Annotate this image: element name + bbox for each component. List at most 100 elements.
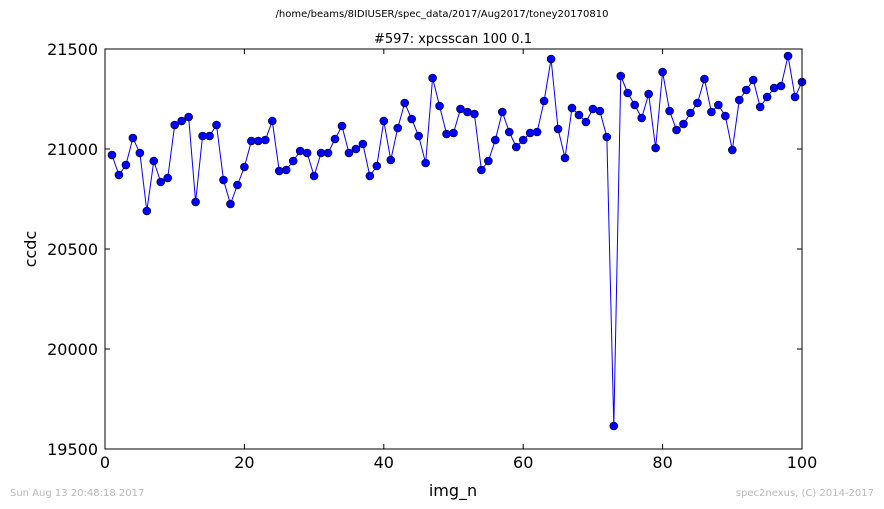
data-point [142,206,152,216]
data-point [219,175,228,185]
data-point [665,106,674,116]
y-axis-label: ccdc [21,231,40,268]
x-tick-label: 60 [513,453,533,472]
data-point [658,67,667,77]
data-point [379,116,389,126]
data-point [309,171,319,181]
data-point [212,120,221,130]
data-point [497,107,507,117]
data-point [267,116,277,126]
axis-ticks: 0 20 40 60 80 100 19500 20000 20500 21000 21500 [47,40,817,472]
footer-timestamp: Sun Aug 13 20:48:18 2017 [10,488,145,499]
data-point [386,155,396,165]
data-point [727,145,737,155]
data-point [358,139,368,149]
data-point [156,177,166,187]
data-point [776,81,786,91]
data-point [644,89,653,99]
data-point [170,120,179,130]
series-line [111,55,803,427]
data-point [393,123,403,133]
data-point [560,153,570,163]
data-point [184,112,193,122]
data-point [518,135,528,145]
data-point [630,100,640,110]
y-tick-label: 20500 [47,240,98,259]
data-point [637,113,646,123]
data-point [484,156,493,166]
data-point [435,101,444,111]
data-point [177,116,186,126]
data-point [428,73,437,83]
data-point [407,114,416,124]
data-point [365,171,375,181]
x-tick-label: 80 [652,453,672,472]
data-point [574,110,584,120]
data-point [693,98,702,108]
data-point [302,148,312,158]
data-point [240,162,249,172]
data-point [288,156,298,166]
data-point [163,173,173,183]
y-tick-label: 20000 [47,340,98,359]
data-point [609,421,619,431]
plot-series [107,51,807,431]
axes-frame [104,48,803,450]
data-point [679,119,688,129]
data-point [686,108,695,118]
data-point [734,95,744,105]
x-tick-label: 40 [374,453,394,472]
data-point [121,160,131,170]
chart-title: #597: xpcsscan 100 0.1 [374,32,532,47]
y-tick-label: 21500 [47,40,98,59]
data-point [128,133,138,143]
data-point [721,111,730,121]
data-point [532,127,542,137]
data-point [714,100,723,110]
data-point [595,106,605,116]
data-point [783,51,793,61]
data-point [330,134,340,144]
data-point [400,98,410,108]
data-point [553,124,563,134]
data-point [414,131,423,141]
data-point [546,54,556,64]
data-point [567,103,577,113]
data-point [581,117,591,127]
data-point [372,161,382,171]
data-point [114,170,124,180]
data-point [504,127,514,137]
data-point [491,135,500,145]
data-point [790,92,800,102]
data-point [233,180,242,190]
data-point [672,125,681,135]
data-point [449,128,458,138]
data-point [623,88,633,98]
data-point [323,148,333,158]
data-point [741,85,751,95]
data-point [511,142,521,152]
x-tick-label: 0 [100,453,110,472]
data-point [539,96,549,106]
data-point [344,148,354,158]
data-point [191,197,200,207]
x-axis-label: img_n [429,481,477,501]
data-point [470,109,479,119]
data-point [707,107,716,117]
data-point [700,74,709,84]
data-point [477,165,486,175]
data-point [135,148,145,158]
data-point [351,144,361,154]
data-point [281,165,291,175]
figure-suptitle: /home/beams/8IDIUSER/spec_data/2017/Aug2… [275,9,609,20]
data-point [755,102,765,112]
data-point [616,71,626,81]
x-tick-label: 20 [234,453,254,472]
data-point [337,121,347,131]
y-tick-label: 19500 [47,440,98,459]
footer-credit: spec2nexus, (C) 2014-2017 [735,488,874,499]
data-point [261,135,270,145]
data-point [107,150,117,160]
data-point [421,158,430,168]
